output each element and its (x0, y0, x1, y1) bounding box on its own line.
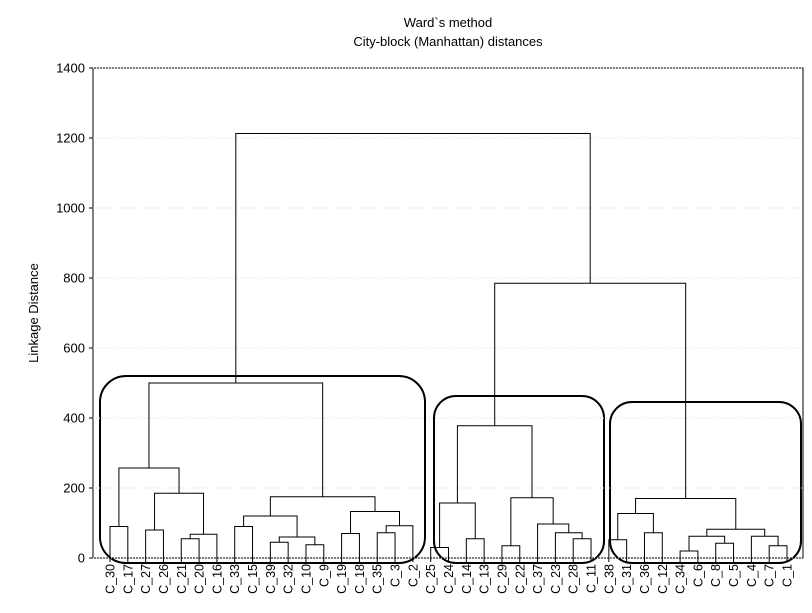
dendrogram-link (235, 132, 591, 383)
dendrogram-link (154, 492, 205, 535)
leaf-label: C_15 (246, 564, 260, 594)
leaf-label: C_10 (299, 564, 313, 594)
dendrogram-link (148, 382, 324, 497)
dendrogram-link (768, 545, 788, 558)
leaf-label: C_26 (157, 564, 171, 594)
dendrogram-link (715, 542, 735, 558)
leaf-label: C_38 (602, 564, 616, 594)
leaf-label: C_39 (264, 564, 278, 594)
leaf-label: C_19 (335, 564, 349, 594)
leaf-label: C_20 (193, 564, 207, 594)
dendrogram-link (679, 550, 699, 558)
dendrogram-link (145, 529, 164, 558)
dendrogram-link (278, 536, 316, 545)
dendrogram-link (118, 467, 180, 527)
leaf-label: C_11 (585, 564, 599, 593)
dendrogram-link (465, 538, 485, 558)
leaf-label: C_34 (674, 564, 688, 594)
leaf-label: C_5 (727, 564, 741, 587)
y-tick-label: 0 (78, 551, 85, 566)
leaf-label: C_22 (513, 564, 527, 594)
dendrogram-link (305, 544, 325, 558)
dendrogram-link (510, 497, 554, 546)
leaf-label: C_4 (745, 564, 759, 587)
leaf-label: C_36 (638, 564, 652, 594)
plot-frame (92, 67, 804, 559)
y-tick-label: 200 (63, 481, 85, 496)
leaf-label: C_35 (371, 564, 385, 594)
dendrogram-link (750, 535, 779, 558)
leaf-label: C_2 (406, 564, 420, 587)
dendrogram-link (501, 545, 521, 558)
dendrogram-link (643, 532, 663, 558)
leaf-label: C_16 (210, 564, 224, 594)
dendrogram-link (109, 526, 129, 558)
dendrogram-link (439, 502, 476, 548)
leaf-label: C_30 (104, 564, 118, 594)
dendrogram-link (180, 538, 200, 558)
y-tick-label: 600 (63, 341, 85, 356)
dendrogram-link (376, 532, 396, 558)
y-tick-label: 800 (63, 271, 85, 286)
dendrogram-link (456, 425, 533, 504)
leaf-label: C_27 (139, 564, 153, 594)
dendrogram-link (341, 533, 360, 558)
leaf-label: C_12 (656, 564, 670, 594)
leaf-label: C_28 (567, 564, 581, 594)
dendrogram-link (706, 528, 766, 537)
leaf-label: C_37 (531, 564, 545, 594)
dendrogram-link (189, 533, 218, 558)
y-axis-label: Linkage Distance (26, 263, 41, 363)
leaf-label: C_8 (709, 564, 723, 587)
chart-title: Ward`s method (404, 15, 492, 30)
dendrogram-link (537, 523, 570, 558)
dendrogram-link (494, 282, 687, 499)
y-tick-label: 1400 (56, 61, 85, 76)
leaf-label: C_3 (389, 564, 403, 587)
y-tick-label: 1000 (56, 201, 85, 216)
dendrogram-link (572, 538, 592, 558)
dendrogram-link (554, 532, 583, 558)
cluster-outline (609, 401, 802, 564)
leaf-label: C_32 (282, 564, 296, 594)
leaf-label: C_25 (424, 564, 438, 594)
leaf-label: C_18 (353, 564, 367, 594)
chart-subtitle: City-block (Manhattan) distances (353, 34, 543, 49)
dendrogram-link (617, 513, 654, 540)
leaf-label: C_33 (228, 564, 242, 594)
dendrogram-link (269, 496, 376, 516)
cluster-outline (99, 375, 426, 564)
leaf-label: C_29 (495, 564, 509, 594)
y-tick-label: 400 (63, 411, 85, 426)
cluster-outline (433, 395, 605, 564)
leaf-label: C_21 (175, 564, 189, 594)
leaf-label: C_31 (620, 564, 634, 594)
leaf-label: C_24 (442, 564, 456, 594)
leaf-label: C_9 (317, 564, 331, 587)
leaf-label: C_6 (691, 564, 705, 587)
dendrogram-link (385, 525, 414, 558)
leaf-label: C_17 (121, 564, 135, 594)
leaf-label: C_13 (478, 564, 492, 594)
leaf-label: C_7 (763, 564, 777, 587)
leaf-label: C_1 (781, 564, 795, 587)
leaf-label: C_14 (460, 564, 474, 594)
dendrogram-link (234, 526, 254, 558)
dendrogram-link (350, 510, 401, 534)
leaf-label: C_23 (549, 564, 563, 594)
y-tick-label: 1200 (56, 131, 85, 146)
dendrogram-link (269, 541, 289, 558)
